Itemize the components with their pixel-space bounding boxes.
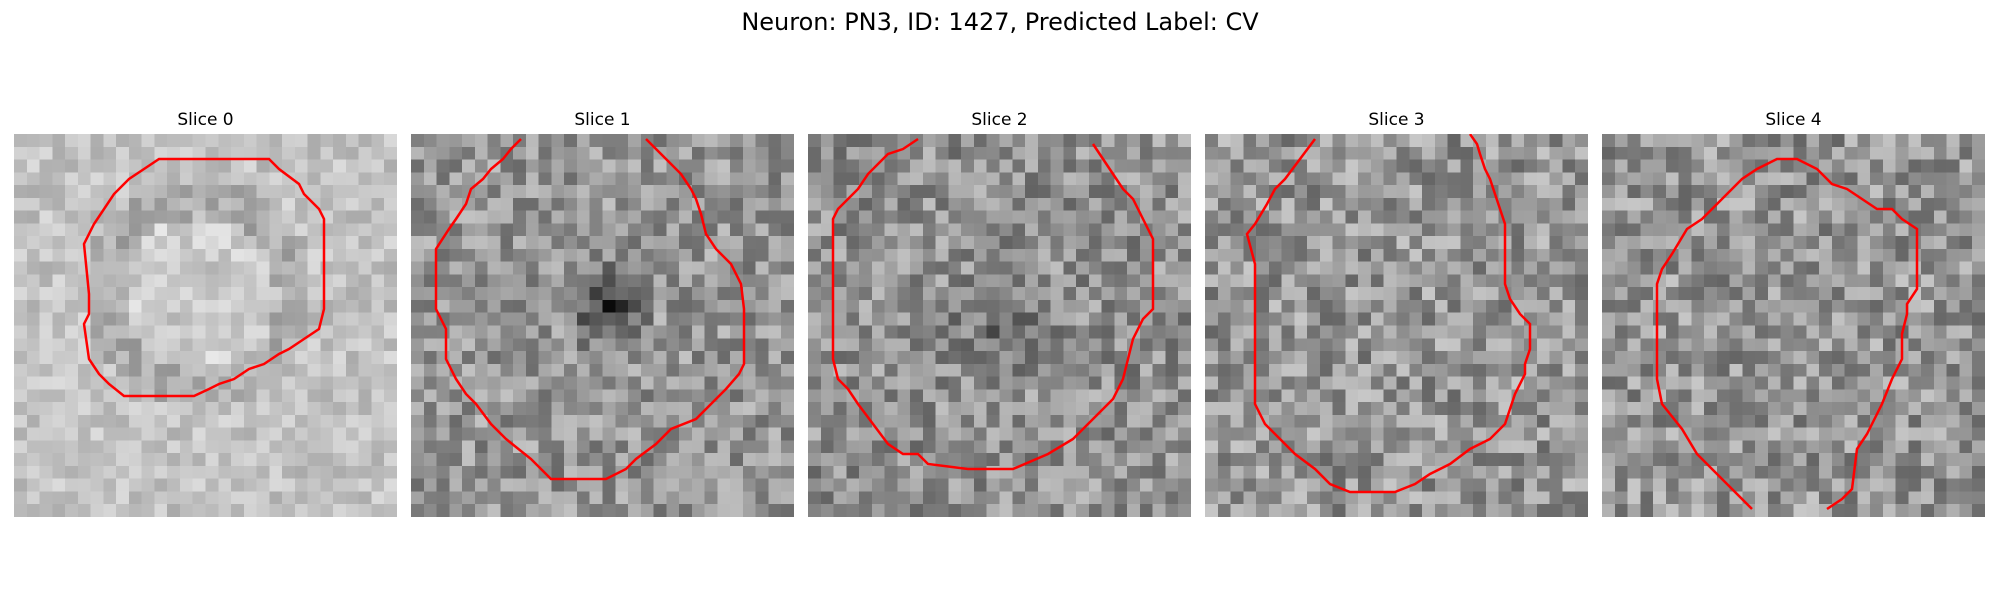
- pixel-grid: [1205, 134, 1588, 517]
- slice-title: Slice 2: [971, 110, 1028, 130]
- red-contour: [1655, 157, 1919, 511]
- slice-title: Slice 1: [574, 110, 631, 130]
- slice-panel-3: Slice 3: [1205, 110, 1588, 517]
- red-contour: [831, 137, 1155, 471]
- slice-image: [1205, 134, 1588, 517]
- slice-image: [14, 134, 397, 517]
- pixel-grid: [14, 134, 397, 517]
- slice-image: [411, 134, 794, 517]
- red-contour: [1245, 134, 1532, 494]
- contour-overlay: [1655, 157, 1919, 511]
- slice-title: Slice 4: [1765, 110, 1822, 130]
- contour-overlay: [831, 137, 1155, 471]
- slice-image: [1602, 134, 1985, 517]
- slice-panel-0: Slice 0: [14, 110, 397, 517]
- figure-title: Neuron: PN3, ID: 1427, Predicted Label: …: [741, 8, 1259, 36]
- slice-panel-2: Slice 2: [808, 110, 1191, 517]
- slice-panel-4: Slice 4: [1602, 110, 1985, 517]
- slice-image: [808, 134, 1191, 517]
- slice-title: Slice 3: [1368, 110, 1425, 130]
- contour-overlay: [82, 157, 326, 398]
- red-contour: [434, 138, 746, 481]
- slice-panel-1: Slice 1: [411, 110, 794, 517]
- contour-overlay: [1245, 134, 1532, 494]
- pixel-grid: [808, 134, 1191, 517]
- red-contour: [82, 157, 326, 398]
- pixel-grid: [411, 134, 794, 517]
- pixel-grid: [1602, 134, 1985, 517]
- contour-overlay: [434, 138, 746, 481]
- slice-title: Slice 0: [177, 110, 234, 130]
